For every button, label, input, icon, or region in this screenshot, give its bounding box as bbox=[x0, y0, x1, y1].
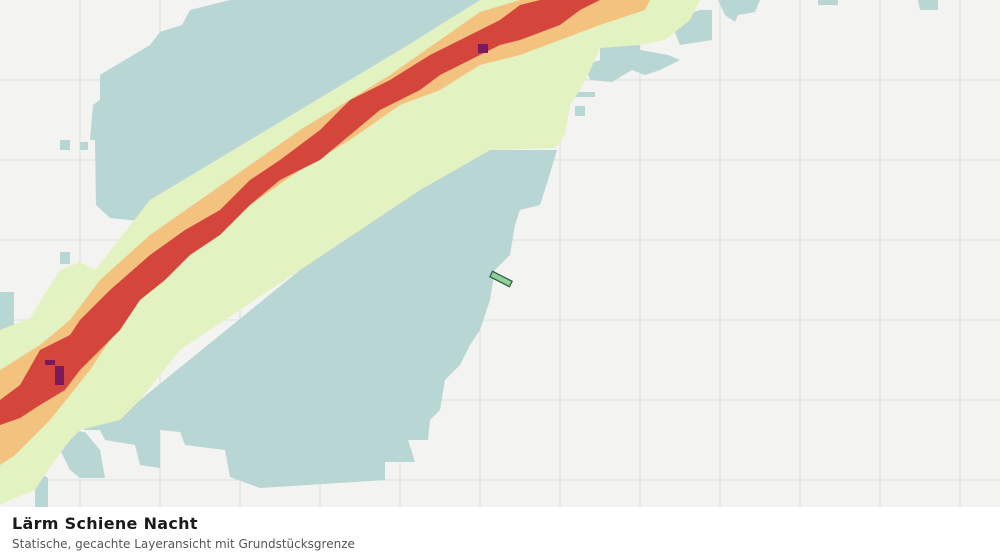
parcel-boundary bbox=[489, 270, 513, 288]
map bbox=[0, 0, 1000, 507]
caption-panel: Lärm Schiene Nacht Statische, gecachte L… bbox=[0, 507, 1000, 560]
noise-zone-medium bbox=[0, 0, 700, 505]
noise-zone-extreme bbox=[45, 44, 488, 385]
map-subtitle: Statische, gecachte Layeransicht mit Gru… bbox=[12, 537, 355, 551]
map-title: Lärm Schiene Nacht bbox=[12, 514, 198, 533]
